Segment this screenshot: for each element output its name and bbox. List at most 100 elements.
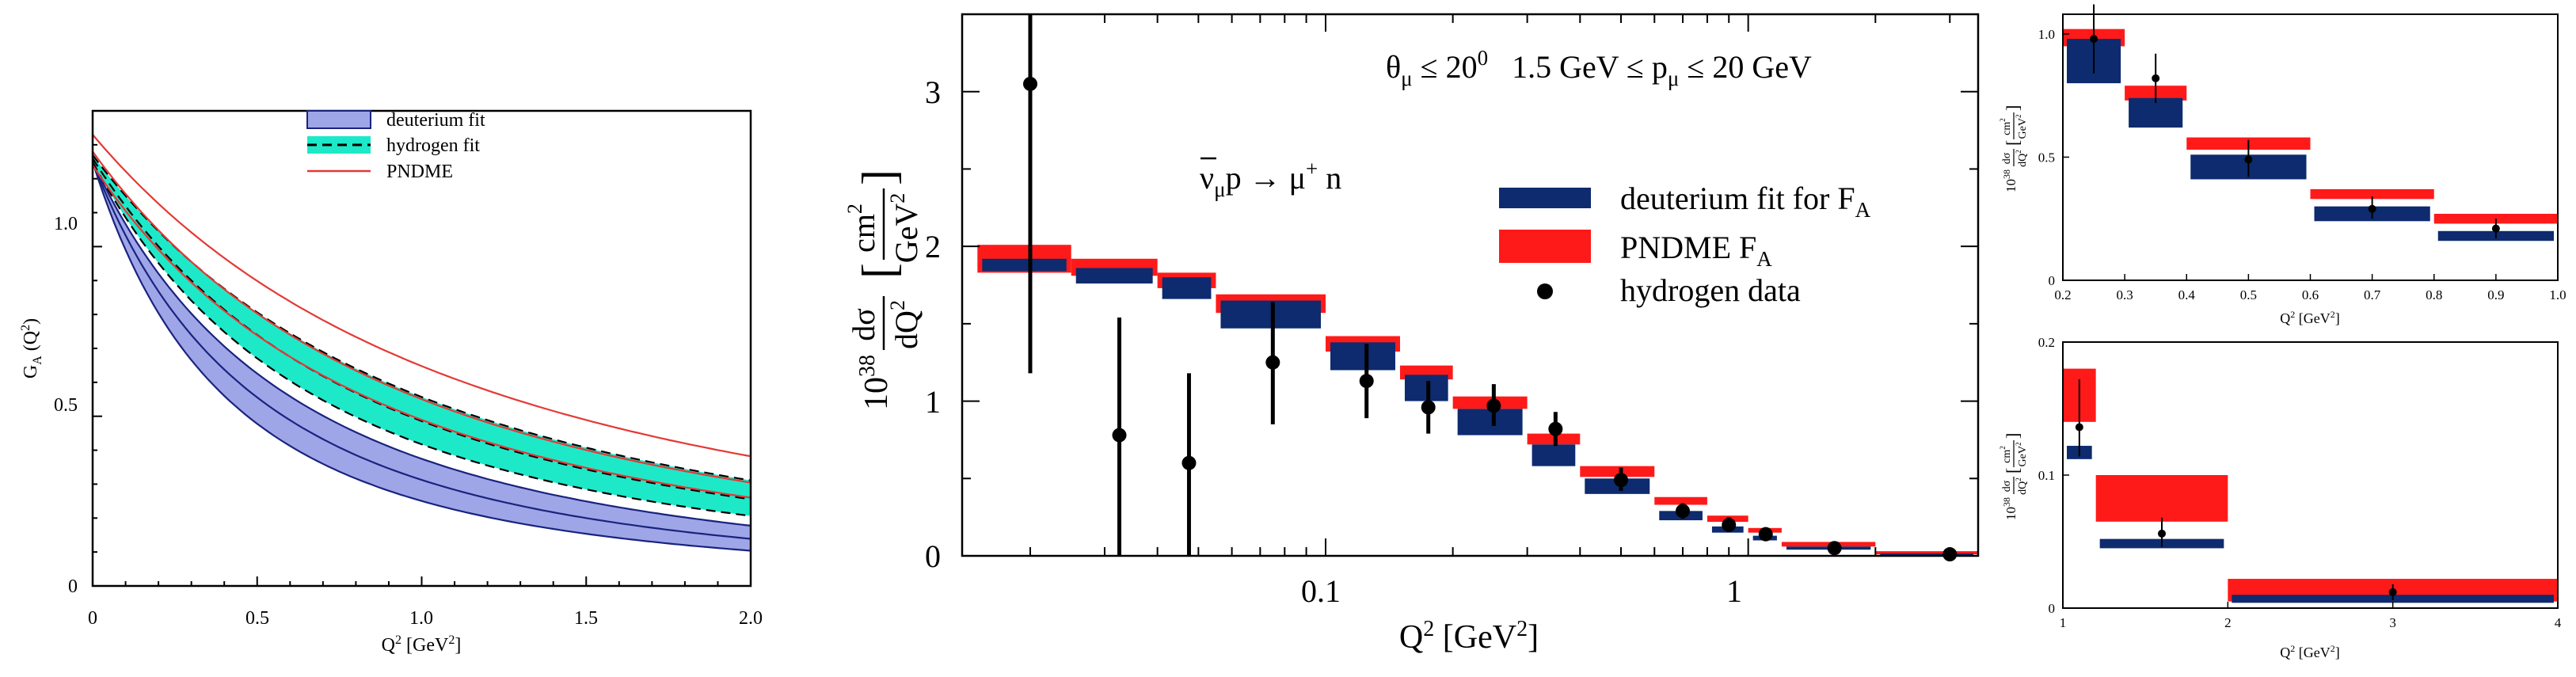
svg-text:GeV2: GeV2 xyxy=(2015,115,2029,139)
data-point xyxy=(2090,35,2098,44)
x-tick-label: 2 xyxy=(2224,615,2232,630)
y-tick-label: 0.1 xyxy=(2038,468,2055,483)
y-tick-label: 1.0 xyxy=(2038,27,2055,42)
legend-label-pndme-FA: PNDME FA xyxy=(1620,230,1772,271)
bottom-right-x-axis-label: Q2 [GeV2] xyxy=(2280,643,2339,660)
data-point xyxy=(1486,398,1501,413)
middle-x-axis-label: Q2 [GeV2] xyxy=(1399,617,1539,656)
svg-text:cm2: cm2 xyxy=(1999,118,2013,135)
middle-y-axis-label: 1038 dσ dQ2 [ cm2 GeV2 ] xyxy=(843,169,924,410)
deuterium-bin xyxy=(1075,268,1153,284)
middle-legend: deuterium fit for FA PNDME FA hydrogen d… xyxy=(1499,181,1871,308)
left-x-tick-label: 0.5 xyxy=(245,608,269,629)
data-point xyxy=(2152,74,2160,82)
legend-label-hydrogen: hydrogen fit xyxy=(386,135,480,156)
data-point xyxy=(2158,529,2166,538)
left-ticks-layer xyxy=(92,110,751,587)
hydrogen-fit-line xyxy=(92,161,751,517)
x-tick-label: 4 xyxy=(2555,615,2562,630)
x-tick-label: 1.0 xyxy=(2549,287,2566,302)
data-point xyxy=(1548,421,1563,436)
deuterium-bin xyxy=(982,258,1067,272)
pndme-line xyxy=(92,150,751,484)
svg-text:1038: 1038 xyxy=(2001,497,2019,520)
data-point xyxy=(1181,455,1197,470)
left-legend: deuterium fit hydrogen fit PNDME xyxy=(306,110,485,182)
deuterium-fit-band xyxy=(93,162,751,551)
legend-swatch-deuterium xyxy=(306,110,371,129)
legend-label-hydrogen-data: hydrogen data xyxy=(1620,272,1801,308)
data-point xyxy=(1827,541,1842,556)
pndme-bin xyxy=(2310,188,2434,200)
data-point xyxy=(2075,423,2083,432)
middle-ticks-layer xyxy=(962,13,1978,557)
data-point xyxy=(1614,473,1629,488)
left-x-tick-label: 1.0 xyxy=(409,608,433,629)
bottom-right-bars-layer xyxy=(2063,368,2558,603)
ylabel-frac-num: dσ xyxy=(846,308,881,341)
deuterium-bin xyxy=(1220,300,1322,329)
x-tick-label: 0.5 xyxy=(2240,287,2257,302)
legend-marker-hydrogen-data xyxy=(1537,283,1553,299)
top-right-chart: 0.2 0.3 0.4 0.5 0.6 0.7 0.8 0.9 1.0 0 0.5 1.0 Q2 [G… xyxy=(1999,4,2566,326)
ylabel-frac-den: dQ2 xyxy=(886,300,924,349)
svg-text:dσ: dσ xyxy=(2001,152,2013,164)
x-tick-label: 0.8 xyxy=(2426,287,2442,302)
middle-points-layer xyxy=(1022,14,1958,562)
hydrogen-fit-line xyxy=(92,154,751,481)
left-x-tick-label: 0 xyxy=(88,608,97,629)
top-right-y-axis-label: 1038 dσ dQ2 [ cm2 GeV2 ] xyxy=(1999,105,2029,192)
deuterium-bin xyxy=(1880,553,1973,557)
data-point xyxy=(2388,588,2397,596)
pndme-bin xyxy=(1580,466,1655,477)
left-x-axis-label: Q2 [GeV2] xyxy=(382,633,462,656)
deuterium-bin xyxy=(1585,478,1650,494)
hydrogen-fit-line xyxy=(92,158,751,500)
left-x-tick-label: 2.0 xyxy=(739,608,763,629)
pndme-line xyxy=(92,134,751,458)
middle-plot-frame xyxy=(961,13,1980,557)
left-y-axis-label: GA (Q2) xyxy=(19,318,44,378)
data-point xyxy=(1265,355,1280,370)
y-tick-label: 0 xyxy=(2049,601,2056,616)
y-tick-label: 0.2 xyxy=(2038,335,2055,350)
deuterium-fit-line xyxy=(91,161,751,552)
ylabel-bracket-open: [ xyxy=(853,263,905,279)
left-y-tick-label: 1.0 xyxy=(54,214,78,234)
data-point xyxy=(2244,155,2253,164)
ylabel-prefix: 1038 xyxy=(855,355,895,410)
middle-y-tick-label: 3 xyxy=(925,74,941,110)
middle-y-tick-label: 1 xyxy=(925,384,941,420)
y-tick-label: 0 xyxy=(2049,273,2056,288)
deuterium-fit-line xyxy=(92,161,751,527)
x-tick-label: 1 xyxy=(2060,615,2067,630)
x-tick-label: 0.4 xyxy=(2178,287,2196,302)
middle-reaction-annotation: νμp → μ+ n xyxy=(1200,157,1341,201)
data-point xyxy=(1675,504,1690,519)
svg-text:1038: 1038 xyxy=(2001,169,2019,192)
ylabel-bracket-close: ] xyxy=(853,169,905,185)
deuterium-fit-line xyxy=(91,161,751,540)
top-right-bars-layer xyxy=(2063,4,2558,242)
middle-cut-annotation: θμ ≤ 200 1.5 GeV ≤ pμ ≤ 20 GeV xyxy=(1386,46,1812,90)
svg-text:[: [ xyxy=(2003,468,2022,474)
x-tick-label: 0.3 xyxy=(2117,287,2133,302)
x-tick-label: 0.7 xyxy=(2364,287,2381,302)
ylabel-unit-num: cm2 xyxy=(843,203,881,253)
middle-x-tick-label: 1 xyxy=(1726,573,1742,609)
svg-text:dQ2: dQ2 xyxy=(2015,150,2029,167)
pndme-bin xyxy=(1654,496,1707,505)
svg-text:cm2: cm2 xyxy=(1999,446,2013,463)
svg-text:dσ: dσ xyxy=(2001,480,2013,492)
middle-y-tick-label: 0 xyxy=(925,538,941,574)
x-tick-label: 3 xyxy=(2389,615,2396,630)
deuterium-bin xyxy=(1532,444,1576,466)
data-point xyxy=(1722,517,1737,532)
x-tick-label: 0.9 xyxy=(2487,287,2504,302)
left-series-layer xyxy=(91,134,751,552)
data-point xyxy=(1421,400,1436,415)
legend-label-deuterium: deuterium fit xyxy=(386,110,485,131)
svg-text:]: ] xyxy=(2003,433,2022,439)
y-tick-label: 0.5 xyxy=(2038,150,2055,165)
legend-label-pndme: PNDME xyxy=(386,162,453,182)
